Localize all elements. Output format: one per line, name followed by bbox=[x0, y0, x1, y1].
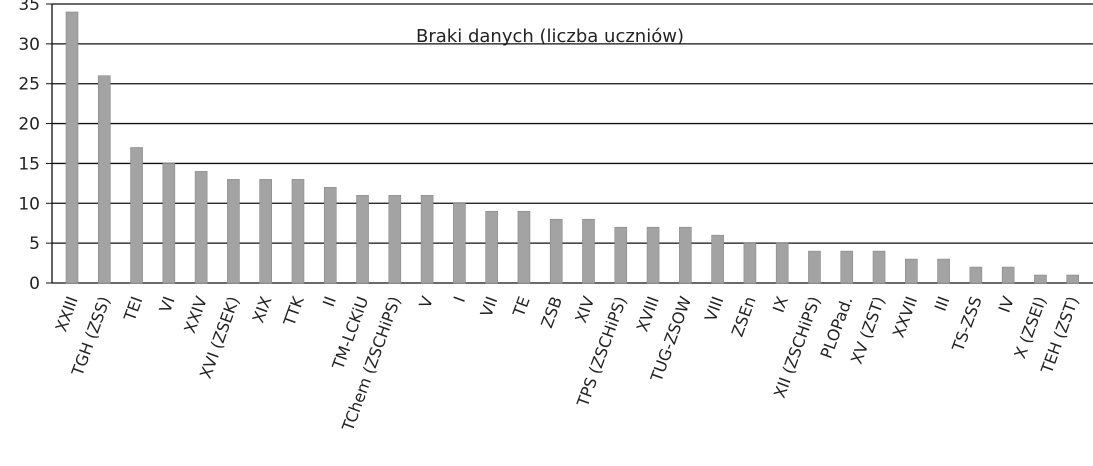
x-tick-label: XXIII bbox=[52, 294, 82, 334]
x-tick-label: II bbox=[319, 294, 340, 309]
bar bbox=[323, 187, 337, 284]
bar bbox=[905, 258, 918, 284]
bar bbox=[388, 195, 402, 284]
x-tick-label: ZSB bbox=[537, 294, 566, 331]
bar bbox=[1066, 274, 1080, 284]
bar bbox=[549, 218, 563, 284]
bar bbox=[711, 234, 724, 284]
x-tick-label: I bbox=[450, 294, 469, 305]
bar bbox=[679, 226, 692, 284]
y-tick-label: 35 bbox=[18, 0, 40, 15]
x-tick-label: TE bbox=[509, 294, 534, 320]
bar bbox=[646, 226, 660, 284]
y-tick-label: 20 bbox=[18, 115, 40, 135]
y-tick-label: 10 bbox=[18, 194, 40, 214]
x-tick-label: TS-ZSS bbox=[948, 294, 986, 355]
bar bbox=[840, 250, 854, 284]
bar bbox=[1001, 266, 1015, 284]
x-tick-label: IX bbox=[769, 294, 792, 315]
bar bbox=[808, 250, 821, 284]
bar bbox=[937, 258, 950, 284]
y-tick-label: 25 bbox=[18, 75, 40, 95]
y-tick-label: 30 bbox=[18, 35, 40, 55]
bar bbox=[227, 179, 240, 284]
bar bbox=[485, 210, 498, 284]
bar bbox=[130, 147, 143, 284]
x-tick-label: V bbox=[415, 294, 437, 311]
bar bbox=[162, 163, 176, 284]
bar bbox=[1034, 274, 1047, 284]
bar bbox=[65, 11, 79, 284]
bar bbox=[356, 195, 369, 284]
x-tick-label: XXVII bbox=[889, 294, 921, 340]
bar bbox=[291, 179, 305, 284]
bar bbox=[194, 171, 208, 284]
x-tick-label: IV bbox=[995, 294, 1018, 315]
x-tick-label: XIV bbox=[571, 294, 598, 326]
bar bbox=[969, 266, 983, 284]
bar bbox=[872, 250, 886, 284]
x-tick-label: XXIV bbox=[180, 294, 211, 336]
y-tick-label: 5 bbox=[29, 234, 40, 254]
bar bbox=[517, 210, 531, 284]
y-tick-label: 0 bbox=[29, 274, 40, 294]
chart-title: Braki danych (liczba uczniów) bbox=[416, 26, 684, 47]
y-tick-label: 15 bbox=[18, 154, 40, 174]
bar bbox=[582, 218, 595, 284]
x-tick-label: VIII bbox=[701, 294, 727, 324]
bar bbox=[775, 242, 789, 284]
x-tick-label: VII bbox=[477, 294, 502, 320]
bar bbox=[614, 226, 628, 284]
x-tick-label: TTK bbox=[279, 293, 308, 329]
bar bbox=[743, 242, 757, 284]
x-tick-label: TEI bbox=[120, 294, 147, 325]
x-tick-label: III bbox=[931, 294, 954, 314]
x-tick-label: ZSEn bbox=[728, 294, 760, 339]
bar bbox=[453, 202, 466, 284]
x-tick-label: VI bbox=[155, 294, 178, 315]
x-tick-label: XVIII bbox=[633, 294, 663, 334]
bar bbox=[259, 179, 272, 284]
bar bbox=[97, 75, 111, 284]
bar bbox=[420, 195, 434, 284]
x-tick-label: XIX bbox=[248, 294, 275, 326]
